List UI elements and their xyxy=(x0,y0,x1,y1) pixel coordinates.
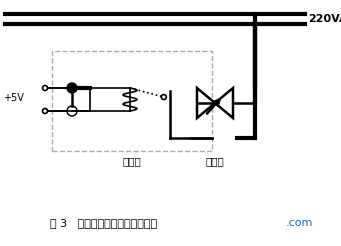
Polygon shape xyxy=(197,88,215,118)
Text: 继电器: 继电器 xyxy=(123,156,142,166)
Circle shape xyxy=(161,94,166,100)
Text: 电磁阀: 电磁阀 xyxy=(206,156,224,166)
Circle shape xyxy=(43,86,47,91)
Circle shape xyxy=(69,108,75,114)
Bar xyxy=(52,51,212,151)
Polygon shape xyxy=(215,88,233,118)
Text: +5V: +5V xyxy=(3,93,24,103)
Text: .com: .com xyxy=(286,218,313,228)
Circle shape xyxy=(67,83,77,93)
Text: 图 3   电磁阀与继电器接口示意图: 图 3 电磁阀与继电器接口示意图 xyxy=(50,218,157,228)
Text: 220VAC: 220VAC xyxy=(308,14,341,24)
Circle shape xyxy=(43,108,47,113)
Circle shape xyxy=(67,106,77,116)
